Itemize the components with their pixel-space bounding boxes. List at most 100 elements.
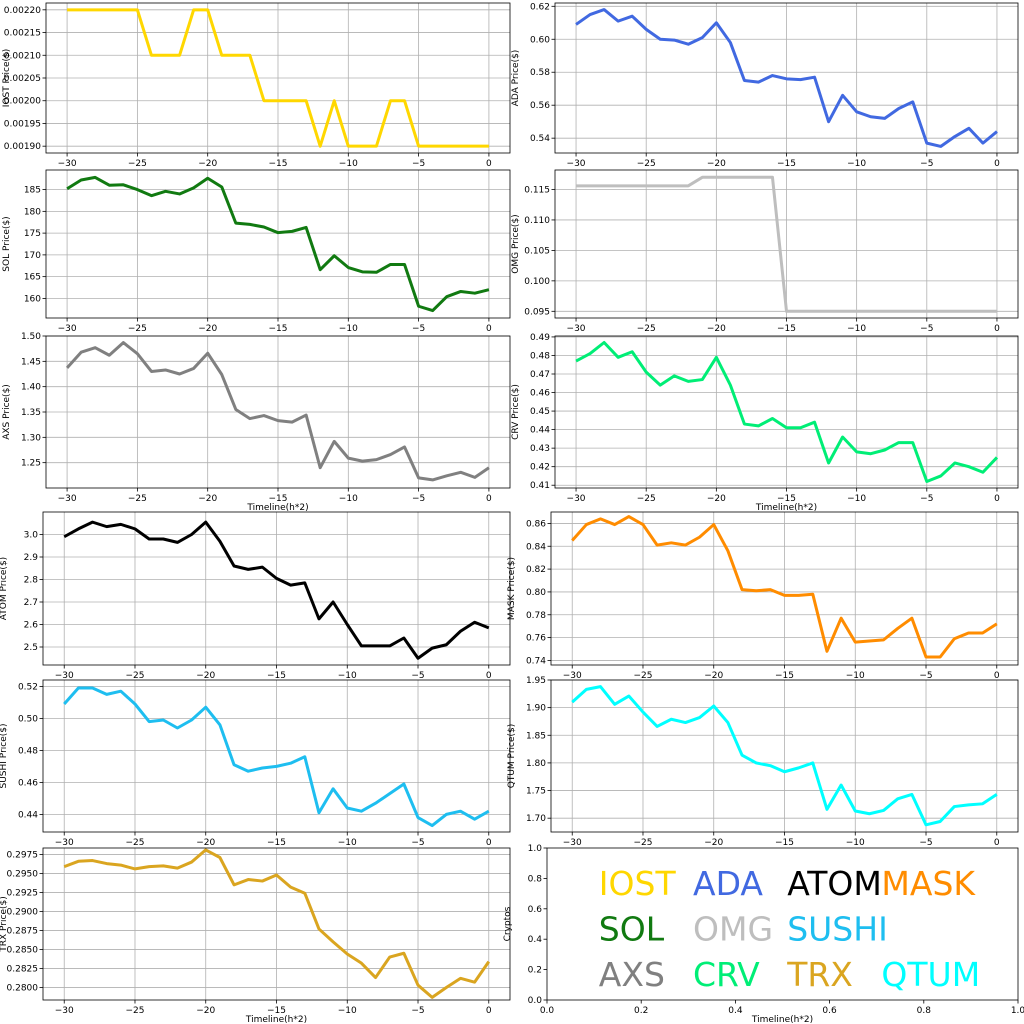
- y-tick-label: 0.80: [526, 588, 546, 598]
- x-tick-label: −15: [267, 838, 286, 848]
- y-axis-label: Cryptos: [503, 906, 513, 941]
- x-tick-label: 0.6: [822, 1006, 837, 1016]
- x-tick-label: −10: [846, 838, 865, 848]
- y-tick-label: 1.85: [526, 731, 546, 741]
- x-tick-label: −30: [55, 671, 74, 681]
- y-tick-label: 165: [24, 273, 41, 283]
- x-tick-label: −30: [55, 838, 74, 848]
- x-tick-label: −30: [58, 324, 77, 334]
- iost-subplot: −30 −25 −20 −15 −10 −5 0 0.00190 0.00195 0.00200 0…: [2, 2, 511, 169]
- axs-subplot: −30 −25 −20 −15 −10 −5 0 1.25 1.30 1.35 1.40 1.45 1.…: [2, 332, 511, 513]
- x-tick-label: −20: [198, 159, 217, 169]
- y-tick-label: 1.40: [21, 383, 41, 393]
- x-tick-label: −10: [339, 324, 358, 334]
- axes-frame: [550, 511, 1019, 666]
- y-tick-label: 0.46: [530, 389, 550, 399]
- y-tick-label: 0.6: [528, 905, 543, 915]
- y-tick-label: 0.095: [524, 307, 550, 317]
- y-tick-label: 0.00200: [4, 97, 41, 107]
- y-tick-label: 1.75: [526, 787, 546, 797]
- y-tick-label: 0.2800: [7, 983, 39, 993]
- sushi-series-line: [63, 686, 490, 828]
- atom-series-line: [63, 520, 490, 660]
- x-axis-label: Timeline(h*2): [246, 503, 308, 513]
- x-axis-label: Timeline(h*2): [751, 1015, 813, 1024]
- x-tick-label: −5: [412, 494, 425, 504]
- crypto-label-atom: ATOM: [787, 864, 882, 903]
- x-tick-label: −5: [920, 159, 933, 169]
- y-axis-label: MASK Price($): [507, 557, 517, 620]
- x-tick-label: −20: [707, 324, 726, 334]
- crypto-label-axs: AXS: [599, 955, 665, 994]
- y-tick-label: 1.45: [21, 357, 41, 367]
- x-tick-label: −10: [847, 494, 866, 504]
- x-tick-label: 0: [994, 671, 1000, 681]
- x-tick-label: 0.8: [917, 1006, 932, 1016]
- x-tick-label: −5: [919, 671, 932, 681]
- trx-subplot: −30 −25 −20 −15 −10 −5 0 0.2800 0.2825 0.2850 0.28…: [0, 847, 511, 1024]
- sol-subplot: −30 −25 −20 −15 −10 −5 0 160 165 170 175 180 185 SOL …: [2, 169, 511, 334]
- x-tick-label: −25: [125, 671, 144, 681]
- mask-subplot: −30 −25 −20 −15 −10 −5 0 0.74 0.76 0.78 0.80 0.82 0.…: [507, 511, 1019, 681]
- y-tick-label: 0.100: [524, 277, 550, 287]
- x-tick-label: −30: [563, 838, 582, 848]
- x-tick-label: −30: [58, 159, 77, 169]
- y-tick-label: 3.0: [24, 531, 39, 541]
- x-tick-label: −10: [847, 159, 866, 169]
- y-tick-label: 0.00195: [4, 119, 41, 129]
- iost-series-line: [67, 8, 489, 148]
- y-tick-label: 0.0: [528, 996, 543, 1006]
- x-tick-label: −20: [198, 494, 217, 504]
- qtum-series-line: [571, 685, 998, 827]
- x-axis-label: Timeline(h*2): [245, 1015, 307, 1024]
- y-tick-label: 2.7: [24, 598, 38, 608]
- x-tick-label: −5: [920, 494, 933, 504]
- y-axis-label: ADA Price($): [511, 50, 521, 107]
- x-tick-label: −30: [55, 1006, 74, 1016]
- axes-frame: [554, 335, 1019, 489]
- crypto-label-mask: MASK: [881, 864, 976, 903]
- y-tick-label: 0.00215: [4, 29, 41, 39]
- crypto-label-sushi: SUSHI: [787, 910, 888, 949]
- x-tick-label: −25: [128, 324, 147, 334]
- axes-frame: [42, 847, 511, 1001]
- x-tick-label: −15: [269, 324, 288, 334]
- x-tick-label: 0: [486, 494, 492, 504]
- omg-series-line: [576, 175, 997, 313]
- x-tick-label: −15: [269, 159, 288, 169]
- x-tick-label: −5: [411, 671, 424, 681]
- y-tick-label: 0.2: [528, 966, 542, 976]
- y-tick-label: 2.5: [24, 643, 38, 653]
- x-tick-label: −30: [567, 159, 586, 169]
- y-tick-label: 0.2825: [7, 964, 39, 974]
- sushi-subplot: −30 −25 −20 −15 −10 −5 0 0.44 0.46 0.48 0.50 0.52 SU…: [0, 679, 511, 848]
- x-tick-label: −25: [125, 1006, 144, 1016]
- x-tick-label: −20: [196, 838, 215, 848]
- axes-frame: [550, 679, 1019, 833]
- y-tick-label: 0.4: [528, 935, 543, 945]
- axes-frame: [554, 169, 1019, 319]
- x-tick-label: −25: [633, 671, 652, 681]
- y-tick-label: 1.35: [21, 408, 41, 418]
- y-tick-label: 0.58: [530, 68, 550, 78]
- y-tick-label: 0.84: [526, 542, 546, 552]
- y-tick-label: 0.74: [526, 656, 546, 666]
- y-tick-label: 0.00190: [4, 142, 41, 152]
- x-tick-label: −5: [411, 838, 424, 848]
- x-tick-label: −15: [777, 324, 796, 334]
- x-tick-label: −10: [338, 1006, 357, 1016]
- x-tick-label: −20: [704, 838, 723, 848]
- axes-frame: [42, 679, 511, 833]
- x-tick-label: −20: [704, 671, 723, 681]
- x-tick-label: −5: [412, 159, 425, 169]
- x-tick-label: 0: [994, 159, 1000, 169]
- y-tick-label: 2.8: [24, 576, 39, 586]
- y-axis-label: TRX Price($): [0, 896, 9, 952]
- y-tick-label: 0.52: [18, 682, 38, 692]
- x-tick-label: −25: [637, 494, 656, 504]
- legend-subplot: 0.0 0.2 0.4 0.6 0.8 1.0 0.0 0.2 0.4 0.6 0.8 1.0 IOST…: [503, 844, 1024, 1024]
- y-tick-label: 0.2950: [7, 869, 39, 879]
- y-tick-label: 0.82: [526, 565, 546, 575]
- x-tick-label: −30: [567, 324, 586, 334]
- y-tick-label: 180: [24, 207, 41, 217]
